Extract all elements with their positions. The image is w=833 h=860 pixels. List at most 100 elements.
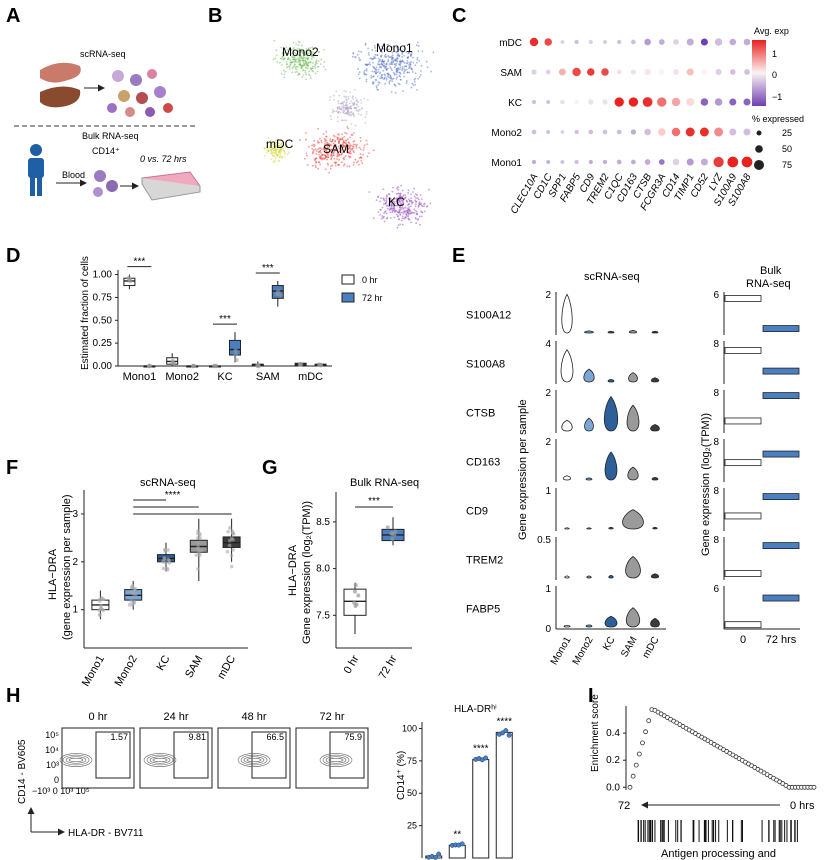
dotplot-row-label: Mono1 bbox=[491, 158, 522, 169]
panel-e-bulk-title-2: RNA-seq bbox=[746, 278, 791, 290]
y-tick-label: 2 bbox=[545, 290, 551, 301]
facs-timepoint-label: 24 hr bbox=[163, 711, 188, 723]
umap-point bbox=[391, 56, 394, 59]
box-point bbox=[165, 567, 170, 572]
umap-point bbox=[350, 108, 353, 111]
dotplot-dot bbox=[714, 38, 723, 46]
box-point bbox=[198, 536, 202, 541]
panel-label-i: I bbox=[588, 685, 594, 707]
size-legend-title: % expressed bbox=[752, 114, 804, 124]
umap-point bbox=[416, 88, 418, 91]
umap-point bbox=[358, 57, 360, 59]
gsea-point bbox=[636, 751, 642, 757]
dotplot-dot bbox=[574, 129, 579, 135]
y-tick-label: 0.75 bbox=[93, 292, 113, 303]
umap-point bbox=[408, 210, 411, 213]
umap-point bbox=[421, 50, 424, 53]
gsea-point bbox=[640, 740, 645, 746]
umap-point bbox=[274, 146, 277, 149]
umap-point bbox=[280, 58, 283, 60]
umap-point bbox=[280, 156, 283, 158]
umap-point bbox=[396, 187, 399, 190]
umap-point bbox=[378, 59, 381, 62]
box-point bbox=[126, 275, 132, 281]
umap-point bbox=[342, 111, 345, 114]
dotplot-dot bbox=[701, 68, 708, 76]
umap-point bbox=[391, 209, 394, 212]
umap-point bbox=[337, 100, 340, 103]
umap-point bbox=[396, 204, 398, 207]
gsea-point bbox=[643, 729, 648, 735]
dotplot-dot bbox=[531, 69, 537, 75]
box-point bbox=[226, 529, 230, 534]
x-tick-label: mDC bbox=[298, 371, 323, 383]
facs-gate-value: 75.9 bbox=[344, 732, 362, 742]
umap-point bbox=[390, 205, 393, 207]
facs-timepoint-label: 72 hr bbox=[319, 711, 344, 723]
umap-point bbox=[320, 58, 323, 61]
umap-point bbox=[337, 120, 339, 123]
umap-point bbox=[285, 61, 288, 63]
umap-point bbox=[276, 148, 279, 150]
umap-point bbox=[399, 66, 402, 69]
dotplot-dot bbox=[715, 68, 722, 76]
umap-point bbox=[339, 111, 342, 114]
umap-point bbox=[317, 148, 320, 151]
umap-point bbox=[423, 203, 425, 206]
box-point bbox=[229, 553, 234, 558]
violin bbox=[607, 330, 615, 334]
umap-point bbox=[375, 199, 378, 202]
umap-point bbox=[430, 70, 432, 73]
dotplot-dot bbox=[631, 39, 636, 45]
umap-point bbox=[303, 63, 306, 66]
umap-point bbox=[313, 65, 316, 68]
umap-point bbox=[377, 211, 380, 214]
umap-point bbox=[344, 131, 347, 134]
liver-tumor-icon bbox=[40, 86, 81, 108]
umap-point bbox=[381, 51, 383, 54]
gsea-geneset-label: Antigen processing and bbox=[661, 848, 776, 860]
box-point bbox=[99, 603, 103, 608]
umap-point bbox=[388, 48, 390, 51]
bulk-box bbox=[762, 450, 800, 458]
umap-point bbox=[357, 105, 359, 108]
umap-point bbox=[378, 57, 380, 60]
umap-point bbox=[358, 109, 361, 112]
umap-point bbox=[294, 71, 297, 74]
umap-point bbox=[395, 59, 398, 61]
umap-point bbox=[385, 200, 388, 203]
umap-point bbox=[415, 200, 418, 203]
umap-point bbox=[384, 74, 387, 77]
gsea-point bbox=[630, 773, 636, 779]
umap-point bbox=[401, 53, 404, 55]
umap-point bbox=[399, 223, 402, 226]
umap-point bbox=[393, 83, 396, 86]
umap-point bbox=[313, 145, 316, 148]
dotplot-dot bbox=[560, 99, 565, 105]
umap-point bbox=[386, 75, 389, 78]
umap-point bbox=[343, 95, 346, 98]
umap-point bbox=[288, 151, 291, 154]
umap-point bbox=[391, 80, 394, 82]
umap-point bbox=[322, 48, 325, 51]
bulk-box bbox=[724, 295, 762, 302]
umap-point bbox=[411, 202, 414, 205]
x-tick-label: KC bbox=[155, 653, 173, 672]
umap-point bbox=[326, 142, 328, 144]
panel-label-g: G bbox=[262, 457, 278, 479]
umap-point bbox=[292, 54, 294, 57]
umap-point bbox=[348, 165, 351, 168]
umap-point bbox=[402, 194, 405, 197]
dotplot-dot bbox=[744, 69, 750, 75]
umap-point bbox=[376, 75, 379, 78]
umap-point bbox=[356, 53, 359, 56]
umap-point bbox=[399, 62, 402, 65]
umap-point bbox=[397, 218, 400, 221]
umap-point bbox=[282, 55, 285, 57]
umap-point bbox=[379, 71, 382, 74]
umap-point bbox=[397, 188, 400, 191]
umap-point bbox=[413, 195, 416, 198]
box-point bbox=[255, 363, 260, 368]
umap-point bbox=[301, 52, 304, 55]
umap-point bbox=[295, 68, 298, 71]
